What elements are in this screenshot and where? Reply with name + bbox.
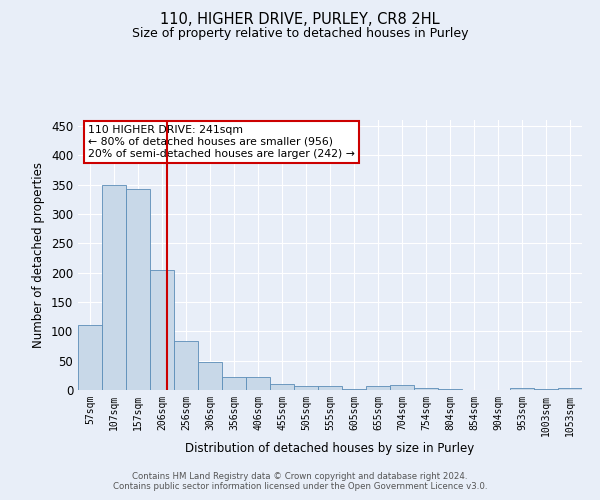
Bar	[366, 386, 390, 390]
Bar	[294, 386, 318, 390]
Text: Contains HM Land Registry data © Crown copyright and database right 2024.: Contains HM Land Registry data © Crown c…	[132, 472, 468, 481]
Bar	[510, 388, 534, 390]
Bar	[150, 270, 174, 390]
Bar	[270, 384, 294, 390]
Text: 110 HIGHER DRIVE: 241sqm
← 80% of detached houses are smaller (956)
20% of semi-: 110 HIGHER DRIVE: 241sqm ← 80% of detach…	[88, 126, 355, 158]
Text: Contains public sector information licensed under the Open Government Licence v3: Contains public sector information licen…	[113, 482, 487, 491]
Text: Size of property relative to detached houses in Purley: Size of property relative to detached ho…	[132, 28, 468, 40]
Bar	[198, 362, 222, 390]
Bar	[318, 386, 342, 390]
Bar	[414, 388, 438, 390]
Bar	[222, 376, 246, 390]
Text: 110, HIGHER DRIVE, PURLEY, CR8 2HL: 110, HIGHER DRIVE, PURLEY, CR8 2HL	[160, 12, 440, 28]
Bar	[342, 389, 366, 390]
Y-axis label: Number of detached properties: Number of detached properties	[32, 162, 46, 348]
Bar	[246, 376, 270, 390]
Bar	[78, 326, 102, 390]
Bar	[126, 188, 150, 390]
Bar	[102, 185, 126, 390]
Bar	[174, 342, 198, 390]
X-axis label: Distribution of detached houses by size in Purley: Distribution of detached houses by size …	[185, 442, 475, 454]
Bar	[558, 388, 582, 390]
Bar	[390, 386, 414, 390]
